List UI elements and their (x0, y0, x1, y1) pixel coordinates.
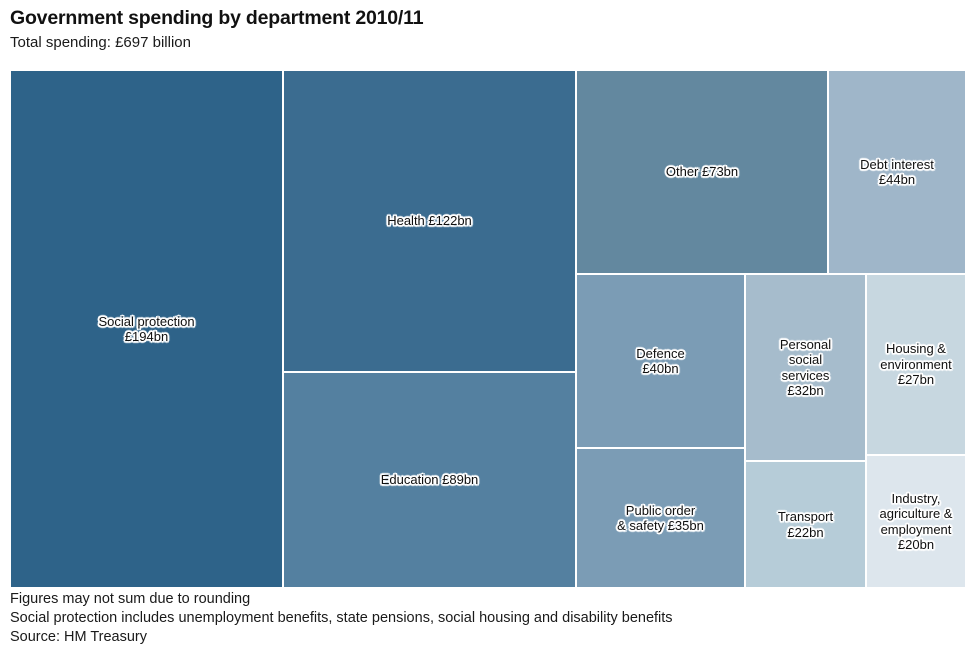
treemap-tile-public-order-safety[interactable]: Public order & safety £35bn (576, 448, 745, 588)
footnote-line: Social protection includes unemployment … (10, 610, 673, 626)
footnote-line: Figures may not sum due to rounding (10, 591, 251, 607)
treemap-tile-transport[interactable]: Transport £22bn (745, 461, 866, 588)
treemap-tile-debt-interest[interactable]: Debt interest £44bn (828, 70, 966, 274)
footnotes: Figures may not sum due to rounding Socia… (10, 590, 966, 647)
treemap-tile-label: Personal social services £32bn (779, 336, 832, 399)
treemap-chart: Social protection £194bn Health £122bn Edu… (10, 70, 966, 588)
treemap-tile-label: Defence £40bn (636, 345, 685, 377)
treemap-tile-education[interactable]: Education £89bn (283, 372, 576, 588)
treemap-tile-personal-social-services[interactable]: Personal social services £32bn (745, 274, 866, 461)
treemap-tile-label: Public order & safety £35bn (617, 502, 704, 534)
chart-subtitle: Total spending: £697 billion (10, 34, 191, 51)
footnote-line: Source: HM Treasury (10, 629, 147, 645)
treemap-tile-label: Social protection £194bn (98, 313, 195, 345)
page-title: Government spending by department 2010/1… (10, 7, 424, 29)
treemap-tile-other[interactable]: Other £73bn (576, 70, 828, 274)
treemap-tile-label: Industry, agriculture & employment £20bn (879, 490, 953, 553)
treemap-tile-housing-environment[interactable]: Housing & environment £27bn (866, 274, 966, 455)
treemap-tile-label: Other £73bn (665, 164, 739, 180)
treemap-tile-label: Housing & environment £27bn (880, 341, 952, 388)
treemap-tile-social-protection[interactable]: Social protection £194bn (10, 70, 283, 588)
treemap-tile-defence[interactable]: Defence £40bn (576, 274, 745, 448)
treemap-tile-health[interactable]: Health £122bn (283, 70, 576, 372)
treemap-tile-label: Health £122bn (387, 213, 472, 229)
treemap-tile-industry-agriculture-employment[interactable]: Industry, agriculture & employment £20bn (866, 455, 966, 588)
treemap-tile-label: Transport £22bn (777, 509, 834, 540)
treemap-tile-label: Education £89bn (380, 472, 479, 488)
treemap-tile-label: Debt interest £44bn (860, 156, 934, 188)
